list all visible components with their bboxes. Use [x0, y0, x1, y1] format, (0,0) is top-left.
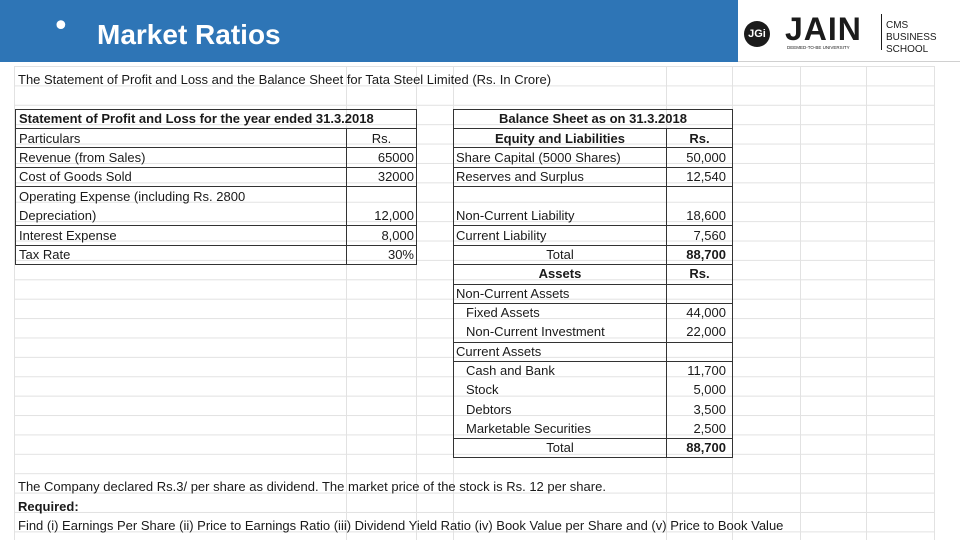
bs-row-divider — [453, 342, 733, 343]
jgi-logo-icon: JGi — [744, 21, 770, 47]
pl-table-border — [15, 109, 417, 265]
bs-total-value: 88,700 — [686, 247, 726, 262]
bs-asset-value: 2,500 — [693, 421, 726, 436]
pl-row-label: Interest Expense — [19, 228, 117, 243]
bs-current-header: Current Assets — [456, 344, 542, 359]
pl-row-label: Tax Rate — [19, 247, 71, 262]
required-label: Required: — [18, 499, 79, 514]
logo-tagline: DEEMED-TO-BE UNIVERSITY — [787, 45, 850, 50]
bs-liability-label: Share Capital (5000 Shares) — [456, 150, 621, 165]
bs-asset-label: Stock — [466, 382, 499, 397]
pl-row-divider — [15, 245, 417, 246]
bs-row-divider — [453, 303, 733, 304]
bs-row-divider — [453, 167, 733, 168]
jain-logo: JGi JAIN DEEMED-TO-BE UNIVERSITY CMS BUS… — [738, 0, 960, 62]
bs-col-rs: Rs. — [689, 131, 710, 146]
bs-asset-value: 5,000 — [693, 382, 726, 397]
bs-asset-value: 44,000 — [686, 305, 726, 320]
bs-noncurrent-header: Non-Current Assets — [456, 286, 570, 301]
bs-row-divider — [453, 245, 733, 246]
bs-total-label: Total — [546, 247, 574, 262]
bs-asset-value: 22,000 — [686, 324, 726, 339]
pl-row-value: 8,000 — [381, 228, 414, 243]
dividend-note: The Company declared Rs.3/ per share as … — [18, 479, 606, 494]
bs-row-divider — [453, 361, 733, 362]
grid-col-line — [14, 66, 15, 540]
bs-liability-value: 50,000 — [686, 150, 726, 165]
bs-assets-rs: Rs. — [689, 266, 710, 281]
bs-title: Balance Sheet as on 31.3.2018 — [499, 111, 687, 126]
bs-assets-header: Assets — [538, 266, 582, 281]
grid-col-line — [416, 66, 417, 540]
logo-school-line1: CMS BUSINESS — [886, 20, 937, 43]
bs-row-divider — [453, 264, 733, 265]
bs-row-divider — [453, 284, 733, 285]
pl-row-divider — [15, 167, 417, 168]
bs-asset-value: 11,700 — [687, 363, 726, 378]
bs-liability-value: 7,560 — [693, 228, 726, 243]
bs-col-divider — [666, 128, 667, 458]
logo-school-line2: SCHOOL — [886, 44, 929, 55]
bs-asset-label: Cash and Bank — [466, 363, 555, 378]
pl-row-label: Cost of Goods Sold — [19, 169, 132, 184]
bs-asset-value: 3,500 — [693, 402, 726, 417]
bs-table-border — [453, 109, 733, 458]
pl-row-label-cont: Depreciation) — [19, 208, 97, 223]
logo-divider — [881, 14, 882, 50]
pl-row-label: Revenue (from Sales) — [19, 150, 146, 165]
bs-row-divider — [453, 225, 733, 226]
logo-school: CMS BUSINESS SCHOOL — [886, 20, 960, 56]
bs-liability-label: Current Liability — [456, 228, 547, 243]
bs-row-divider — [453, 147, 733, 148]
bs-liability-value: 12,540 — [686, 169, 726, 184]
pl-row-value: 32000 — [377, 169, 414, 184]
pl-row-divider — [15, 128, 417, 129]
bs-row-divider — [453, 186, 733, 187]
pl-col-divider — [346, 128, 347, 265]
pl-row-value: 12,000 — [374, 208, 414, 223]
intro-text: The Statement of Profit and Loss and the… — [18, 72, 552, 87]
pl-row-divider — [15, 186, 417, 187]
pl-row-divider — [15, 147, 417, 148]
bs-row-divider — [453, 438, 733, 439]
bs-assets-total-label: Total — [546, 440, 574, 455]
bs-asset-label: Fixed Assets — [466, 305, 540, 320]
pl-row-value: 30% — [387, 247, 414, 262]
bs-assets-total-value: 88,700 — [686, 440, 726, 455]
title-bullet: • — [52, 9, 70, 44]
bs-equity-header: Equity and Liabilities — [494, 131, 626, 146]
slide-title: Market Ratios — [97, 19, 281, 50]
pl-col-particulars: Particulars — [19, 131, 81, 146]
bs-liability-label: Reserves and Surplus — [456, 169, 584, 184]
bs-liability-value: 18,600 — [686, 208, 726, 223]
bs-asset-label: Non-Current Investment — [466, 324, 605, 339]
pl-row-label: Operating Expense (including Rs. 2800 — [19, 189, 246, 204]
bs-row-divider — [453, 128, 733, 129]
bs-asset-label: Marketable Securities — [466, 421, 591, 436]
pl-row-value: 65000 — [377, 150, 414, 165]
title-banner — [0, 0, 738, 62]
logo-name: JAIN — [785, 11, 862, 47]
required-text: Find (i) Earnings Per Share (ii) Price t… — [18, 518, 784, 533]
grid-col-line — [346, 66, 347, 540]
grid-col-line — [800, 66, 801, 540]
pl-col-rs: Rs. — [371, 131, 392, 146]
grid-col-line — [934, 66, 935, 540]
grid-col-line — [866, 66, 867, 540]
pl-title: Statement of Profit and Loss for the yea… — [19, 111, 374, 126]
bs-asset-label: Debtors — [466, 402, 512, 417]
bs-liability-label: Non-Current Liability — [456, 208, 575, 223]
pl-row-divider — [15, 225, 417, 226]
